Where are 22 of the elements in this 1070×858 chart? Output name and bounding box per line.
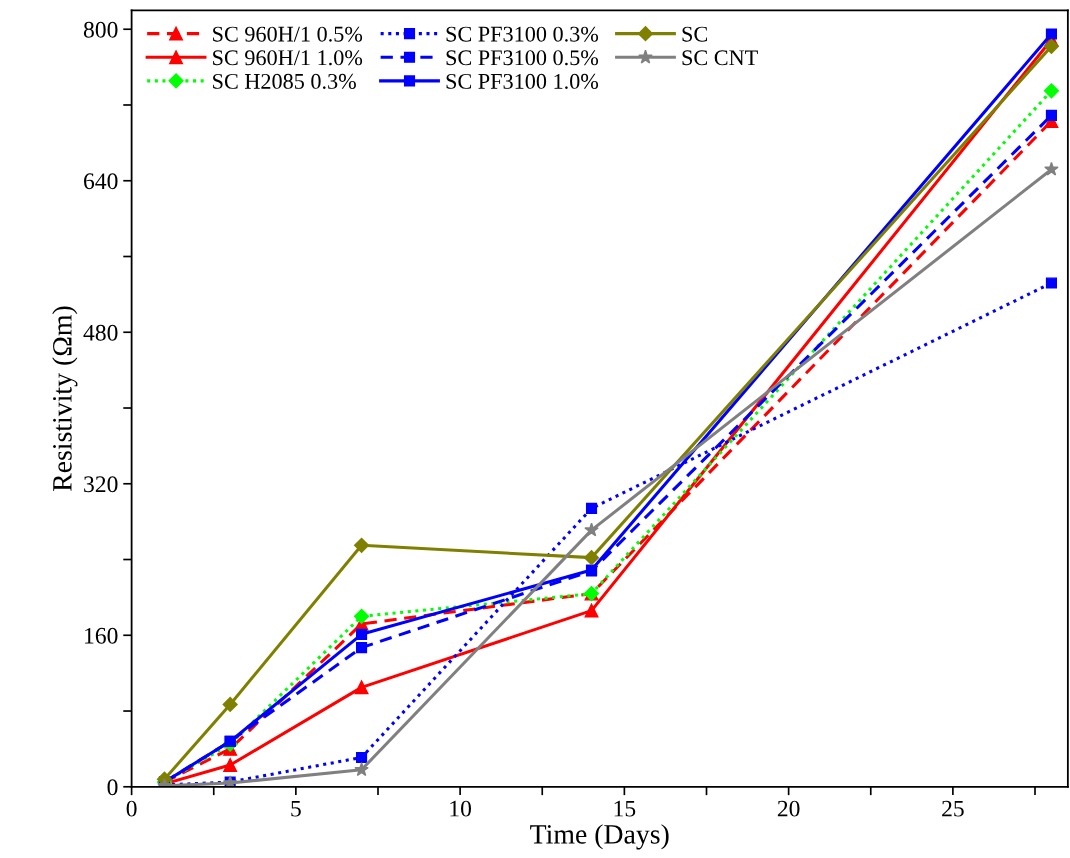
legend-label: SC 960H/1 1.0% xyxy=(213,50,363,66)
x-tick-label: 20 xyxy=(777,800,800,817)
y-tick-label: 480 xyxy=(83,324,118,341)
y-axis-title: Resistivity (Ωm) xyxy=(52,306,78,492)
x-tick-label: 15 xyxy=(614,800,636,817)
legend-label: SC PF3100 0.3% xyxy=(446,26,599,42)
y-tick-label: 160 xyxy=(85,627,118,644)
legend-label: SC 960H/1 0.5% xyxy=(213,26,363,42)
x-tick-label: 5 xyxy=(291,800,301,817)
y-tick-label: 320 xyxy=(84,476,118,493)
legend-label: SC CNT xyxy=(682,50,758,66)
x-tick-label: 25 xyxy=(942,800,964,817)
legend-label: SC xyxy=(682,26,707,42)
legend-label: SC PF3100 0.5% xyxy=(446,50,599,66)
x-tick-label: 0 xyxy=(126,800,137,817)
x-axis-title: Time (Days) xyxy=(530,824,669,850)
legend-label: SC H2085 0.3% xyxy=(213,73,356,89)
y-tick-label: 800 xyxy=(83,21,118,38)
legend-label: SC PF3100 1.0% xyxy=(446,73,599,89)
y-tick-label: 640 xyxy=(84,173,118,190)
x-tick-label: 10 xyxy=(450,800,472,817)
y-tick-label: 0 xyxy=(107,779,118,796)
